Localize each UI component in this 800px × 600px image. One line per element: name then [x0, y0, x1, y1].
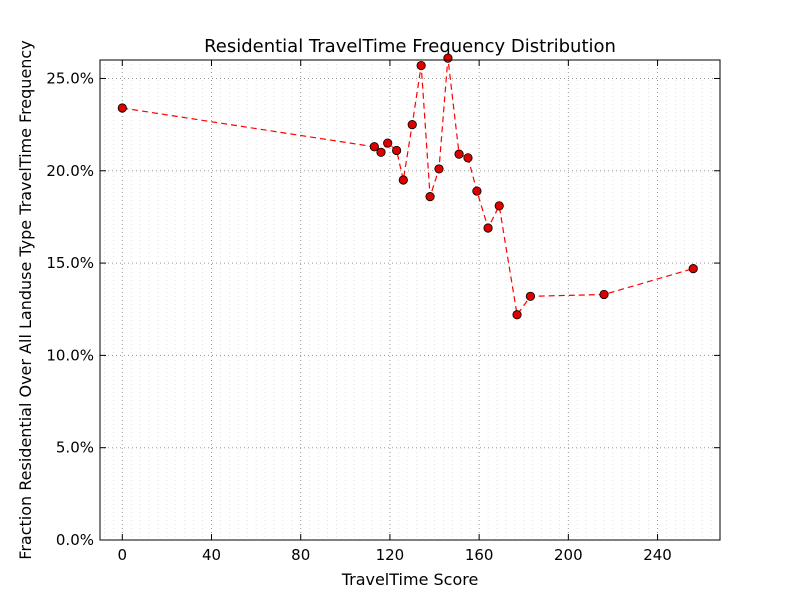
data-point	[383, 138, 393, 148]
y-tick-label: 20.0%	[46, 162, 94, 180]
y-tick-label: 15.0%	[46, 254, 94, 272]
data-point	[463, 153, 473, 163]
data-points	[117, 53, 698, 320]
y-tick-label: 25.0%	[46, 69, 94, 87]
y-tick-label: 0.0%	[56, 531, 94, 549]
x-tick-label: 160	[465, 546, 494, 564]
data-point	[398, 175, 408, 185]
data-point	[688, 264, 698, 274]
chart-title: Residential TravelTime Frequency Distrib…	[204, 36, 616, 57]
x-tick-label: 0	[118, 546, 128, 564]
data-point	[443, 53, 453, 63]
data-point	[512, 310, 522, 320]
data-point	[434, 164, 444, 174]
x-tick-label: 120	[376, 546, 405, 564]
data-point	[416, 60, 426, 71]
plot-frame	[99, 59, 721, 541]
x-tick-label: 40	[202, 546, 221, 564]
y-tick-label: 10.0%	[46, 346, 94, 364]
series-line-layer	[122, 58, 694, 317]
y-tick-label: 5.0%	[56, 439, 94, 457]
data-point	[425, 192, 435, 202]
data-point	[483, 223, 493, 233]
data-point	[599, 289, 609, 300]
data-point	[407, 120, 417, 130]
axis-ticks: 0 40 80 120 160 200 240 0.0% 5.0% 10.0% 15.0% 20.0%…	[46, 60, 720, 564]
data-point	[376, 147, 386, 157]
data-point	[369, 142, 379, 152]
data-point	[454, 149, 464, 159]
x-tick-label: 240	[643, 546, 672, 564]
data-point	[494, 201, 504, 211]
x-tick-label: 200	[554, 546, 583, 564]
data-point	[525, 291, 536, 301]
series-line	[122, 58, 694, 317]
data-point	[392, 145, 402, 156]
data-point	[472, 186, 482, 196]
data-point	[117, 103, 127, 113]
x-tick-label: 80	[291, 546, 310, 564]
grid	[100, 60, 721, 541]
y-axis-label: Fraction Residential Over All Landuse Ty…	[16, 40, 35, 559]
x-axis-label: TravelTime Score	[341, 570, 479, 589]
